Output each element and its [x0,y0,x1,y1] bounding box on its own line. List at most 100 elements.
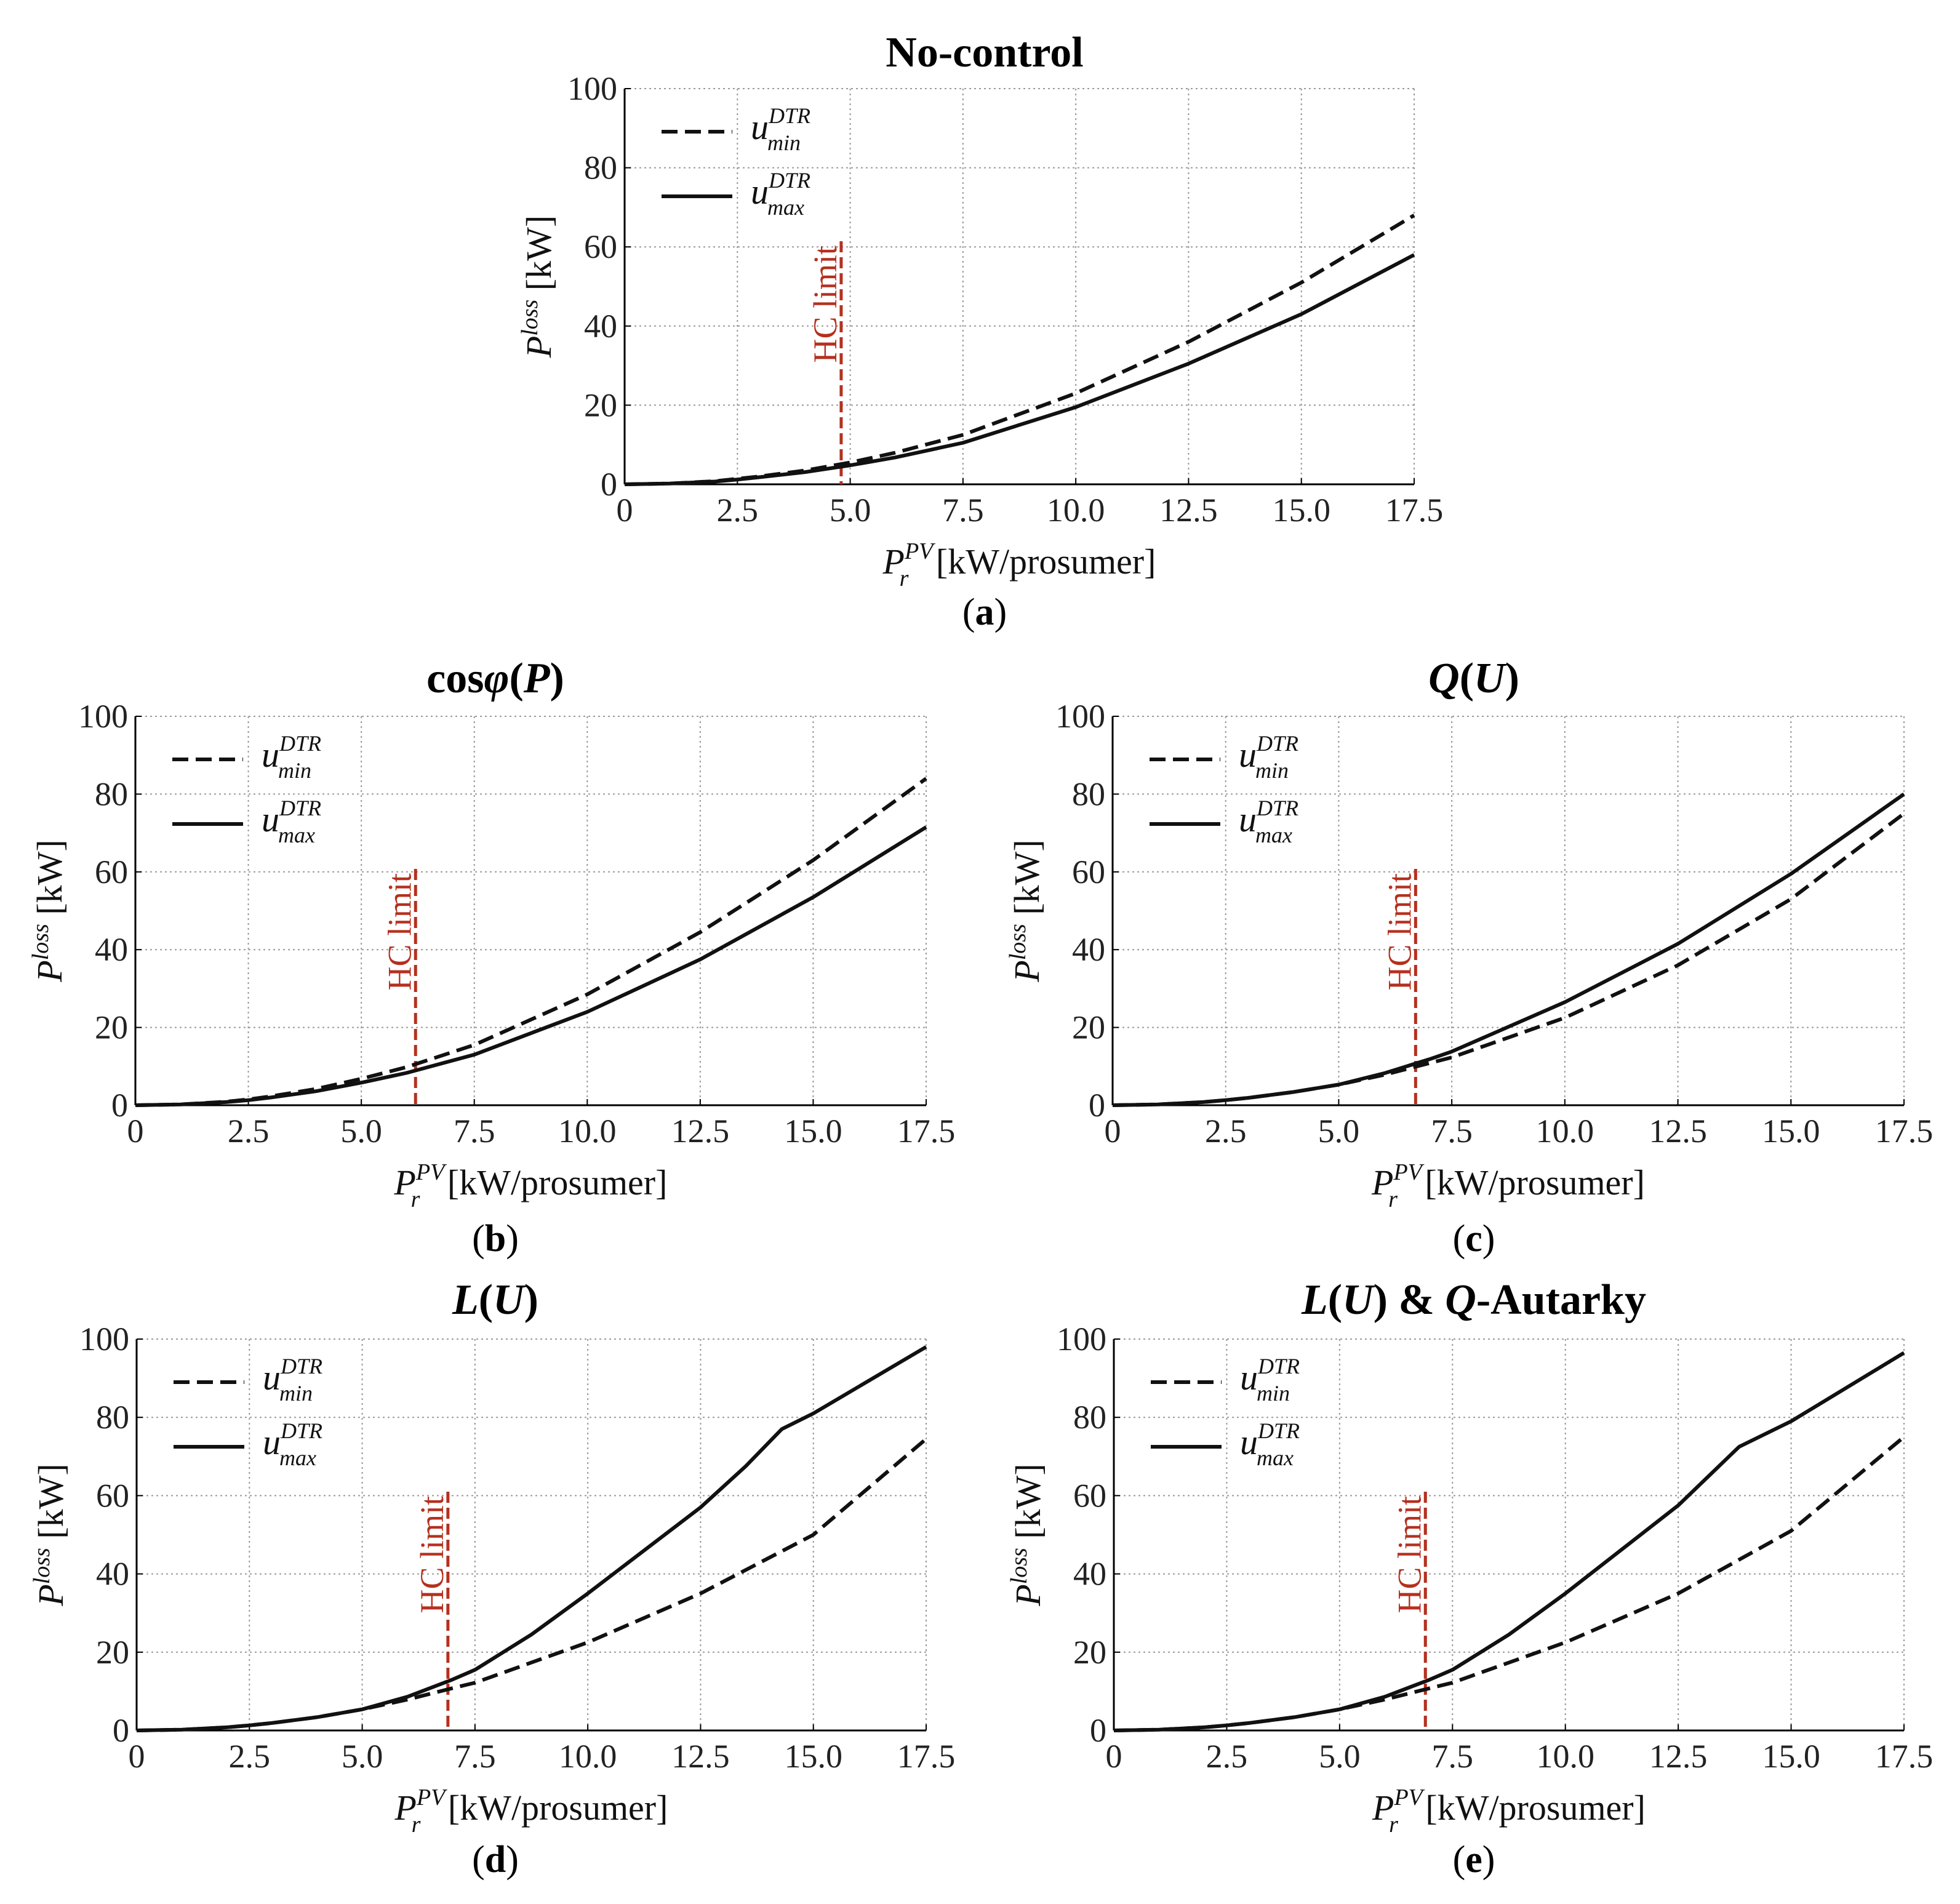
panel-a: 0 2.5 5.0 7.5 10.0 12.5 15.0 17.5 0 20 40 60 80 100 HC… [517,29,1443,633]
legend-label-umin: uDTR min [263,1354,322,1406]
x-tick-label: 5.0 [342,1738,383,1775]
x-tick-label: 12.5 [1649,1738,1708,1775]
x-tick-label: 17.5 [1875,1738,1934,1775]
panel-caption: (c) [1453,1218,1495,1260]
series-line-umin [136,1437,927,1732]
y-tick-label: 0 [113,1712,129,1749]
x-tick-label: 7.5 [942,492,984,529]
y-tick-label: 80 [96,1399,129,1436]
y-tick-label: 60 [1072,854,1105,890]
y-tick-label: 80 [95,775,128,812]
x-tick-label: 7.5 [454,1738,496,1775]
panel-caption: (e) [1453,1839,1495,1881]
legend-label-umax: uDTR max [262,796,321,847]
panel-c: 0 2.5 5.0 7.5 10.0 12.5 15.0 17.5 0 20 40 60 80 100 HC… [1005,655,1933,1260]
x-tick-label: 15.0 [784,1738,842,1775]
y-tick-label: 20 [96,1634,129,1671]
x-tick-label: 5.0 [340,1113,382,1150]
panel-b: 0 2.5 5.0 7.5 10.0 12.5 15.0 17.5 0 20 40 60 80 100 HC… [28,655,955,1260]
chart-title: No-control [886,29,1083,76]
y-tick-label: 100 [79,1321,129,1358]
y-tick-label: 0 [1089,1087,1105,1124]
x-tick-label: 0 [1105,1113,1121,1150]
legend-label-umin: uDTR min [751,103,810,155]
legend-label-umax: uDTR max [1239,796,1298,847]
y-tick-label: 20 [95,1009,128,1046]
y-tick-label: 100 [567,70,617,107]
x-tick-label: 10.0 [559,1738,617,1775]
x-axis-label: PPV r [kW/prosumer] [394,1785,668,1838]
hc-limit-label: HC limit [807,246,844,363]
x-tick-label: 17.5 [1875,1113,1934,1150]
y-axis-label: Ploss [kW] [1006,1463,1048,1606]
x-tick-label: 5.0 [1318,1113,1360,1150]
x-tick-label: 17.5 [897,1113,956,1150]
y-tick-label: 60 [96,1477,129,1514]
y-axis-label: Ploss [kW] [29,1463,71,1606]
x-tick-label: 7.5 [454,1113,495,1150]
x-tick-label: 10.0 [1536,1738,1594,1775]
y-tick-label: 0 [111,1087,128,1124]
y-tick-label: 80 [584,150,617,186]
y-tick-label: 40 [95,931,128,968]
x-tick-label: 0 [617,492,633,529]
y-tick-label: 60 [584,228,617,265]
y-tick-label: 100 [1057,1321,1106,1358]
x-tick-label: 0 [1106,1738,1122,1775]
x-tick-label: 17.5 [897,1738,956,1775]
x-tick-label: 15.0 [784,1113,842,1150]
legend-label-umin: uDTR min [1240,1354,1300,1406]
y-tick-label: 40 [1072,931,1105,968]
hc-limit-label: HC limit [381,873,418,991]
y-tick-label: 40 [584,308,617,345]
series-line-umax [136,1345,927,1732]
x-axis-label: PPV r [kW/prosumer] [1371,1159,1645,1212]
y-tick-label: 40 [96,1556,129,1593]
series-line-umin [1112,812,1905,1107]
x-tick-label: 12.5 [671,1113,730,1150]
panel-caption: (b) [472,1218,519,1260]
y-tick-label: 80 [1072,775,1105,812]
series-line-umin [135,777,927,1107]
panel-d: 0 2.5 5.0 7.5 10.0 12.5 15.0 17.5 0 20 40 60 80 100 HC… [29,1276,955,1881]
x-tick-label: 2.5 [1206,1738,1248,1775]
x-tick-label: 5.0 [830,492,871,529]
panel-e: 0 2.5 5.0 7.5 10.0 12.5 15.0 17.5 0 20 40 60 80 100 HC… [1006,1276,1933,1881]
hc-limit-label: HC limit [1381,873,1418,991]
x-tick-label: 7.5 [1432,1738,1474,1775]
x-tick-label: 15.0 [1762,1738,1820,1775]
series-line-umin [624,214,1415,486]
chart-title: L(U) [452,1276,538,1324]
x-tick-label: 15.0 [1272,492,1330,529]
legend-label-umax: uDTR max [1240,1418,1300,1470]
x-tick-label: 0 [129,1738,145,1775]
hc-limit-label: HC limit [1391,1496,1428,1614]
x-tick-label: 12.5 [1159,492,1218,529]
x-tick-label: 10.0 [1047,492,1105,529]
x-tick-label: 10.0 [1536,1113,1594,1150]
x-tick-label: 2.5 [1205,1113,1247,1150]
y-tick-label: 100 [78,698,128,735]
legend-label-umax: uDTR max [263,1418,322,1470]
y-tick-label: 0 [1090,1712,1106,1749]
x-tick-label: 2.5 [717,492,759,529]
x-tick-label: 12.5 [1649,1113,1707,1150]
x-tick-label: 0 [127,1113,144,1150]
x-axis-label: PPV r [kW/prosumer] [1372,1785,1646,1838]
panel-caption: (d) [472,1839,519,1881]
chart-title: cosφ(P) [426,655,564,702]
y-tick-label: 80 [1073,1399,1106,1436]
y-tick-label: 100 [1055,698,1105,735]
y-tick-label: 20 [1072,1009,1105,1046]
y-axis-label: Ploss [kW] [517,215,559,358]
x-axis-label: PPV r [kW/prosumer] [394,1159,668,1212]
x-tick-label: 5.0 [1319,1738,1361,1775]
series-line-umax [1113,1351,1905,1732]
y-tick-label: 60 [95,854,128,890]
x-tick-label: 2.5 [229,1738,271,1775]
chart-title: Q(U) [1428,655,1519,702]
x-tick-label: 12.5 [671,1738,730,1775]
legend-label-umax: uDTR max [751,168,810,220]
y-axis-label: Ploss [kW] [1005,839,1047,982]
